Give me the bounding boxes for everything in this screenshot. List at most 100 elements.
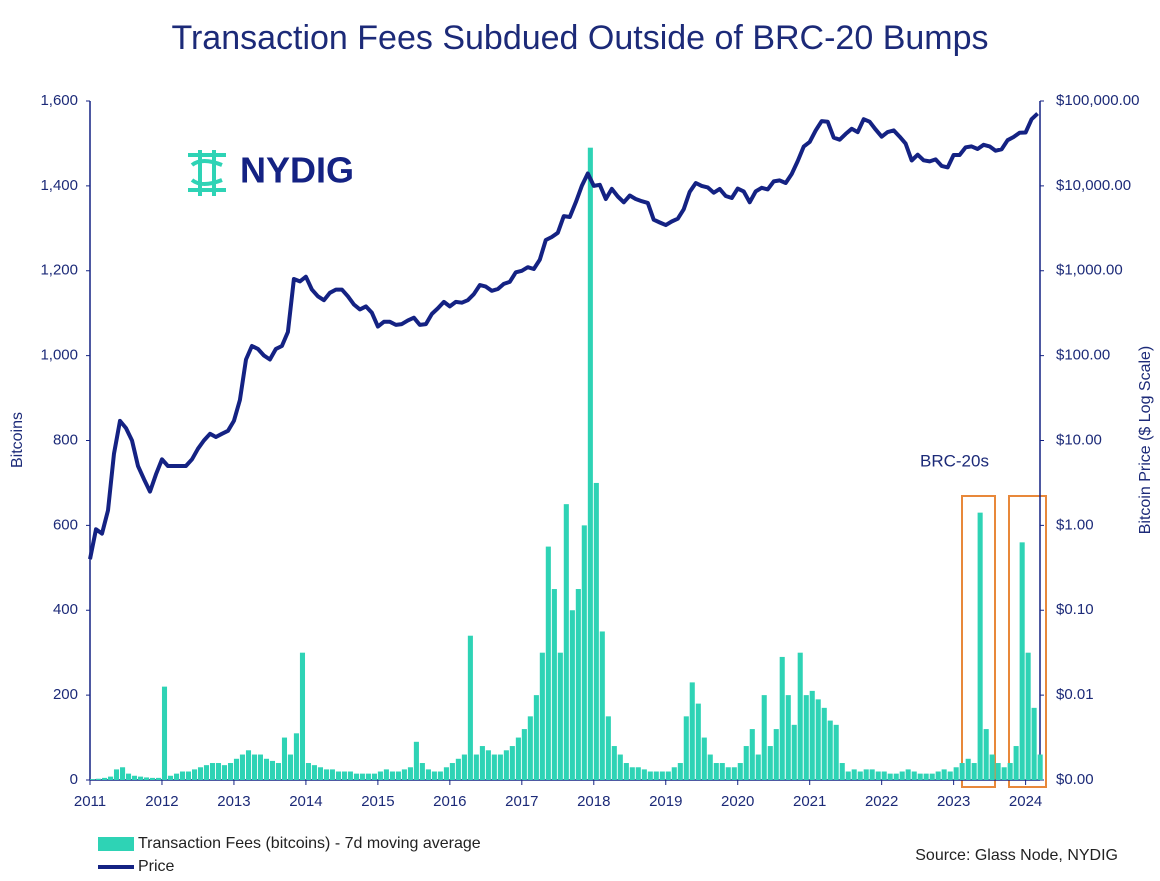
x-tick-label: 2012 [145,793,178,810]
bar [551,589,557,780]
bar [485,750,491,780]
x-tick-label: 2017 [505,793,538,810]
bar [365,773,371,780]
legend-label: Price [138,858,175,875]
bar [581,525,587,780]
bar [647,771,653,780]
bar [983,729,989,780]
legend-label: Transaction Fees (bitcoins) - 7d moving … [138,835,481,852]
bar [665,771,671,780]
bar [635,767,641,780]
bar [299,652,306,780]
bar [875,771,881,780]
bar [941,769,947,780]
bar [239,754,245,780]
y-tick-label: 1,000 [40,347,78,364]
bar [917,773,923,780]
bar [1013,746,1019,780]
y-tick-label: 600 [53,516,78,533]
bar [107,776,114,780]
bar [113,769,120,780]
x-tick-label: 2021 [793,793,826,810]
bar [899,771,905,780]
bar [317,767,324,780]
y2-tick-label: $100.00 [1056,347,1110,364]
bar [521,729,527,780]
bar [629,767,635,780]
chart-title: Transaction Fees Subdued Outside of BRC-… [171,19,988,57]
bar [605,716,611,780]
bar [599,631,605,780]
bar [833,724,839,780]
legend-swatch [98,837,134,851]
bar [653,771,659,780]
bar [797,652,803,780]
logo-text: NYDIG [240,150,354,191]
bar [455,758,461,780]
bar [887,773,893,780]
x-tick-label: 2013 [217,793,250,810]
bar [323,769,329,780]
bar [401,769,407,780]
bar [179,771,186,780]
y2-tick-label: $1,000.00 [1056,262,1123,279]
x-tick-label: 2015 [361,793,394,810]
bar [569,610,575,780]
bar [461,754,467,780]
bar [977,512,983,780]
bar [857,771,863,780]
bar [563,504,569,780]
bar [587,147,593,780]
bar [209,763,216,780]
bar [947,771,953,780]
y2-tick-label: $10,000.00 [1056,177,1131,194]
bar [131,775,138,780]
x-tick-label: 2014 [289,793,322,810]
bar [623,763,629,780]
bar [311,765,317,780]
bar [593,482,599,780]
bar [863,769,869,780]
bar [1031,707,1037,780]
x-tick-label: 2019 [649,793,682,810]
bar [491,754,497,780]
bar [959,763,965,780]
bar [251,754,258,780]
bar [767,746,773,780]
bar [575,589,581,780]
y-tick-label: 200 [53,686,78,703]
bar [443,767,449,780]
bar [737,763,743,780]
bar [263,758,270,780]
x-tick-label: 2018 [577,793,610,810]
bar [971,763,977,780]
bar [881,771,887,780]
bar [989,754,995,780]
bar [725,767,731,780]
y-tick-label: 400 [53,601,78,618]
bar [755,754,761,780]
bar [353,773,359,780]
bar [257,754,263,780]
bar [761,695,767,780]
bar [731,767,737,780]
y2-tick-label: $100,000.00 [1056,92,1139,109]
bar [329,769,335,780]
bar [515,737,521,780]
bar [695,703,701,780]
bar [221,765,227,780]
bar [617,754,623,780]
bar [233,758,240,780]
bar [845,771,851,780]
bar [911,771,917,780]
bar [707,754,713,780]
bar [245,750,252,780]
bar [821,707,827,780]
bar [161,686,168,780]
bar [173,773,180,780]
bar [227,763,234,780]
bar [197,767,204,780]
bar [389,771,395,780]
bar [125,773,132,780]
